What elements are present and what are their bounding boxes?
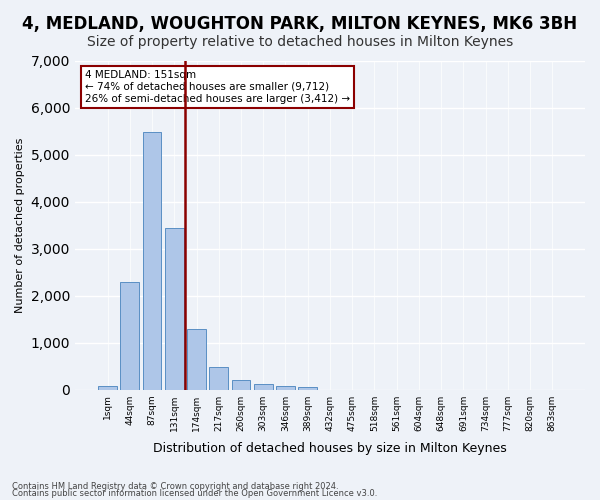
Bar	[187, 328, 206, 390]
Bar	[143, 132, 161, 390]
Text: Contains HM Land Registry data © Crown copyright and database right 2024.: Contains HM Land Registry data © Crown c…	[12, 482, 338, 491]
Bar	[276, 386, 295, 390]
Text: Contains public sector information licensed under the Open Government Licence v3: Contains public sector information licen…	[12, 490, 377, 498]
Bar	[254, 384, 272, 390]
X-axis label: Distribution of detached houses by size in Milton Keynes: Distribution of detached houses by size …	[153, 442, 507, 455]
Y-axis label: Number of detached properties: Number of detached properties	[15, 138, 25, 313]
Bar	[165, 228, 184, 390]
Bar	[232, 380, 250, 390]
Text: Size of property relative to detached houses in Milton Keynes: Size of property relative to detached ho…	[87, 35, 513, 49]
Bar	[209, 366, 228, 390]
Text: 4, MEDLAND, WOUGHTON PARK, MILTON KEYNES, MK6 3BH: 4, MEDLAND, WOUGHTON PARK, MILTON KEYNES…	[22, 15, 578, 33]
Text: 4 MEDLAND: 151sqm
← 74% of detached houses are smaller (9,712)
26% of semi-detac: 4 MEDLAND: 151sqm ← 74% of detached hous…	[85, 70, 350, 104]
Bar	[121, 282, 139, 390]
Bar	[98, 386, 117, 390]
Bar	[298, 387, 317, 390]
